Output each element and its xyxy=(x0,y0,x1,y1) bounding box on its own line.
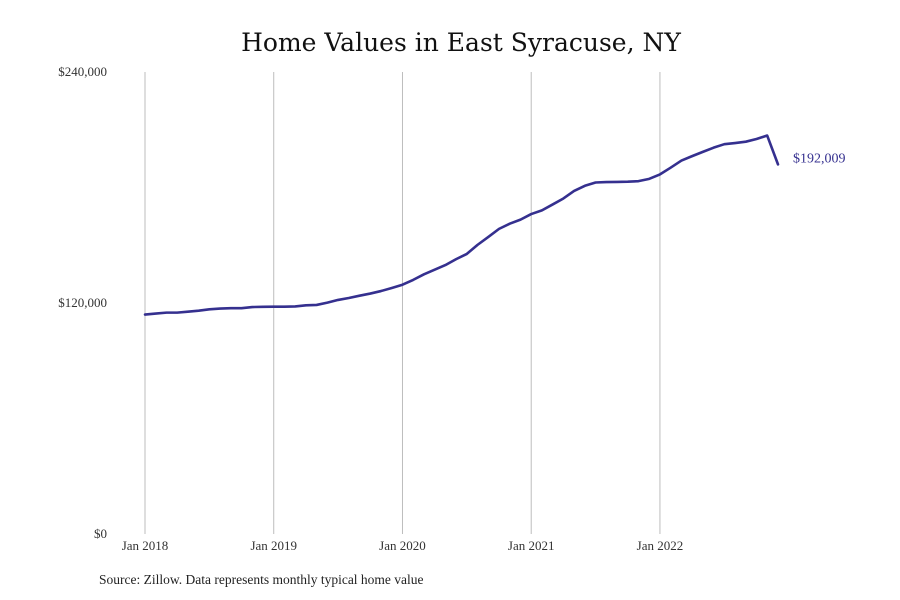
grid-lines xyxy=(144,72,661,534)
chart-title: Home Values in East Syracuse, NY xyxy=(241,28,681,57)
series-layer: $192,009 xyxy=(143,134,846,316)
x-tick-label: Jan 2020 xyxy=(379,538,426,553)
x-tick-label: Jan 2018 xyxy=(122,538,169,553)
y-tick-label: $120,000 xyxy=(58,295,107,310)
y-tick-label: $240,000 xyxy=(58,64,107,79)
source-note: Source: Zillow. Data represents monthly … xyxy=(99,572,424,587)
y-axis-ticks: $0 $120,000 $240,000 xyxy=(58,64,107,541)
x-axis-ticks: Jan 2018 Jan 2019 Jan 2020 Jan 2021 Jan 2022 xyxy=(122,538,684,553)
end-value-label: $192,009 xyxy=(793,151,846,166)
x-tick-label: Jan 2019 xyxy=(250,538,297,553)
x-tick-label: Jan 2021 xyxy=(508,538,555,553)
x-tick-label: Jan 2022 xyxy=(637,538,684,553)
series-line-0 xyxy=(143,134,780,316)
y-tick-label: $0 xyxy=(94,526,107,541)
